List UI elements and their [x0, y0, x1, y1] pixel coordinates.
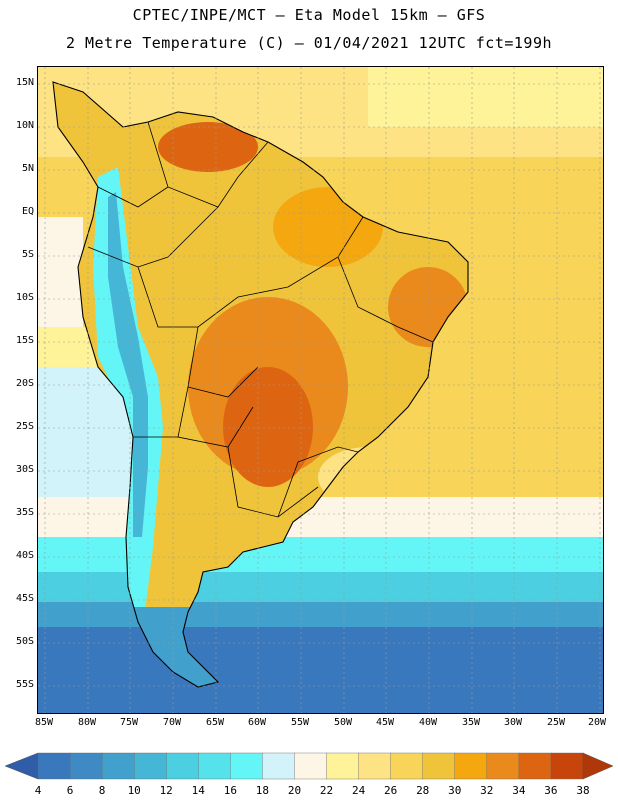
colorbar-label: 24 — [351, 784, 366, 797]
colorbar-cell — [390, 752, 424, 780]
colorbar-label: 32 — [480, 784, 494, 797]
ocean-band-45s — [38, 572, 603, 607]
colorbar-low-arrow — [4, 752, 39, 780]
lon-label-35w: 35W — [461, 717, 481, 728]
lat-label-15s: 15S — [15, 335, 34, 346]
colorbar-cell — [133, 752, 167, 780]
lon-label-75w: 75W — [119, 717, 139, 728]
lon-label-25w: 25W — [546, 717, 566, 728]
colorbar-cell — [326, 752, 360, 780]
lat-label-50s: 50S — [15, 636, 34, 647]
lon-label-70w: 70W — [162, 717, 182, 728]
lat-label-15n: 15N — [15, 77, 34, 88]
colorbar-label: 18 — [255, 784, 270, 797]
colorbar-label: 36 — [544, 784, 558, 797]
temperature-map — [37, 66, 604, 714]
ocean-band-pacific-pale — [38, 217, 83, 337]
colorbar-cell — [550, 752, 584, 780]
colorbar-label: 30 — [448, 784, 462, 797]
lat-label-10s: 10S — [15, 292, 34, 303]
colorbar-cell — [486, 752, 520, 780]
lat-label-40s: 40S — [15, 550, 34, 561]
colorbar-cell — [69, 752, 103, 780]
map-title-line-2: 2 Metre Temperature (C) – 01/04/2021 12U… — [65, 34, 553, 52]
colorbar-cell — [101, 752, 135, 780]
lon-label-85w: 85W — [34, 717, 54, 728]
colorbar-cell — [358, 752, 392, 780]
graticule — [38, 67, 603, 713]
lon-label-30w: 30W — [503, 717, 523, 728]
colorbar-label: 4 — [34, 784, 42, 797]
lat-label-5n: 5N — [21, 163, 34, 174]
lat-label-25s: 25S — [15, 421, 34, 432]
lon-label-55w: 55W — [290, 717, 310, 728]
lat-label-20s: 20S — [15, 378, 34, 389]
lat-label-10n: 10N — [15, 120, 34, 131]
lon-label-45w: 45W — [375, 717, 395, 728]
ocean-band-north-pale — [368, 67, 603, 127]
lon-label-20w: 20W — [587, 717, 607, 728]
colorbar-label: 28 — [416, 784, 430, 797]
colorbar-label: 26 — [383, 784, 398, 797]
lat-label-eq: EQ — [21, 206, 34, 217]
lat-label-30s: 30S — [15, 464, 34, 475]
colorbar-cell — [262, 752, 296, 780]
lat-label-5s: 5S — [21, 249, 34, 260]
colorbar-label: 22 — [319, 784, 334, 797]
colorbar-cell — [37, 752, 71, 780]
colorbar-cell — [454, 752, 488, 780]
colorbar-cell — [198, 752, 231, 780]
lon-label-80w: 80W — [77, 717, 97, 728]
colorbar-label: 34 — [512, 784, 526, 797]
colorbar-cell — [166, 752, 199, 780]
colorbar-cells — [37, 752, 584, 780]
colorbar-label: 8 — [98, 784, 106, 797]
colorbar-label: 14 — [191, 784, 205, 797]
lon-label-65w: 65W — [205, 717, 225, 728]
ocean-band-south — [38, 627, 603, 713]
colorbar-cell — [518, 752, 552, 780]
lat-label-35s: 35S — [15, 507, 34, 518]
lon-label-50w: 50W — [333, 717, 353, 728]
lon-label-60w: 60W — [247, 717, 267, 728]
map-svg — [38, 67, 603, 713]
colorbar-label: 6 — [66, 784, 74, 797]
colorbar-label: 20 — [287, 784, 302, 797]
colorbar-cell — [294, 752, 328, 780]
colorbar-high-arrow — [582, 752, 614, 780]
colorbar-label: 12 — [159, 784, 173, 797]
lat-label-55s: 55S — [15, 679, 34, 690]
lat-label-45s: 45S — [15, 593, 34, 604]
map-title-line-1: CPTEC/INPE/MCT – Eta Model 15km – GFS — [132, 6, 486, 24]
colorbar-label: 16 — [223, 784, 238, 797]
lon-label-40w: 40W — [418, 717, 438, 728]
colorbar-cell — [422, 752, 456, 780]
colorbar-label: 38 — [576, 784, 590, 797]
colorbar-label: 10 — [127, 784, 141, 797]
colorbar — [4, 752, 614, 780]
colorbar-cell — [230, 752, 264, 780]
